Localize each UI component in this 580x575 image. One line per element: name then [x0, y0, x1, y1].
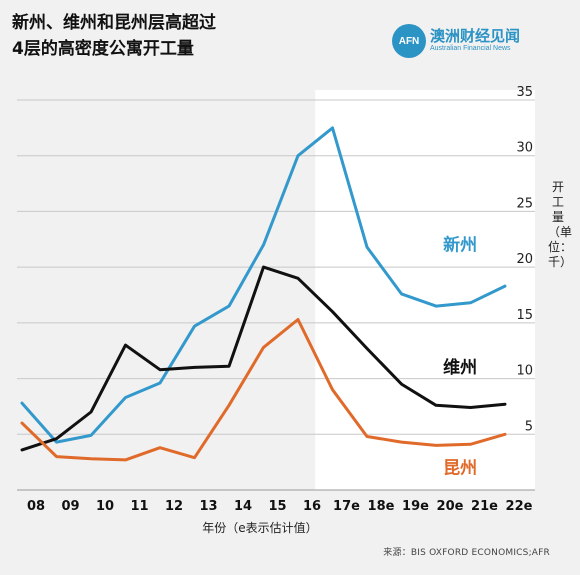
x-tick-label: 14	[234, 499, 252, 514]
logo-name-en: Australian Financial News	[430, 45, 511, 52]
x-tick-label: 22e	[506, 499, 533, 514]
chart-title: 新州、维州和昆州层高超过 4层的高密度公寓开工量	[12, 10, 372, 62]
afn-logo-badge: AFN	[392, 24, 426, 58]
y-tick-label: 30	[516, 141, 533, 156]
x-tick-label: 19e	[402, 499, 429, 514]
x-tick-label: 13	[199, 499, 217, 514]
x-tick-label: 09	[61, 499, 79, 514]
x-tick-label: 11	[130, 499, 148, 514]
x-tick-label: 12	[165, 499, 183, 514]
y-tick-label: 5	[525, 419, 533, 434]
y-axis-title: 开工量（单位：千）	[548, 180, 573, 269]
y-tick-label: 25	[516, 196, 533, 211]
series-line	[20, 265, 507, 452]
x-axis-title: 年份（e表示估计值）	[202, 520, 317, 535]
series-line	[20, 318, 507, 462]
x-tick-label: 21e	[471, 499, 498, 514]
x-tick-label: 17e	[333, 499, 360, 514]
series-label: 维州	[443, 357, 477, 378]
x-tick-label: 20e	[437, 499, 464, 514]
y-tick-label: 15	[516, 308, 533, 323]
x-tick-label: 08	[27, 499, 45, 514]
source-note: 来源：BIS OXFORD ECONOMICS;AFR	[383, 548, 550, 558]
chart-title-line-1: 新州、维州和昆州层高超过	[12, 13, 216, 33]
forecast-region	[315, 90, 535, 490]
logo-name-cn: 澳洲财经见闻	[430, 27, 521, 45]
series-label: 新州	[443, 234, 477, 255]
x-tick-label: 16	[303, 499, 321, 514]
afn-logo: AFN 澳洲财经见闻 Australian Financial News	[392, 24, 520, 58]
y-tick-label: 20	[516, 252, 533, 267]
y-tick-label: 10	[516, 364, 533, 379]
y-tick-label: 35	[516, 85, 533, 100]
series-line	[20, 126, 507, 444]
series-label: 昆州	[443, 458, 477, 478]
x-tick-label: 10	[96, 499, 114, 514]
x-tick-label: 18e	[368, 499, 395, 514]
chart-title-line-2: 4层的高密度公寓开工量	[12, 39, 194, 59]
x-tick-label: 15	[268, 499, 286, 514]
